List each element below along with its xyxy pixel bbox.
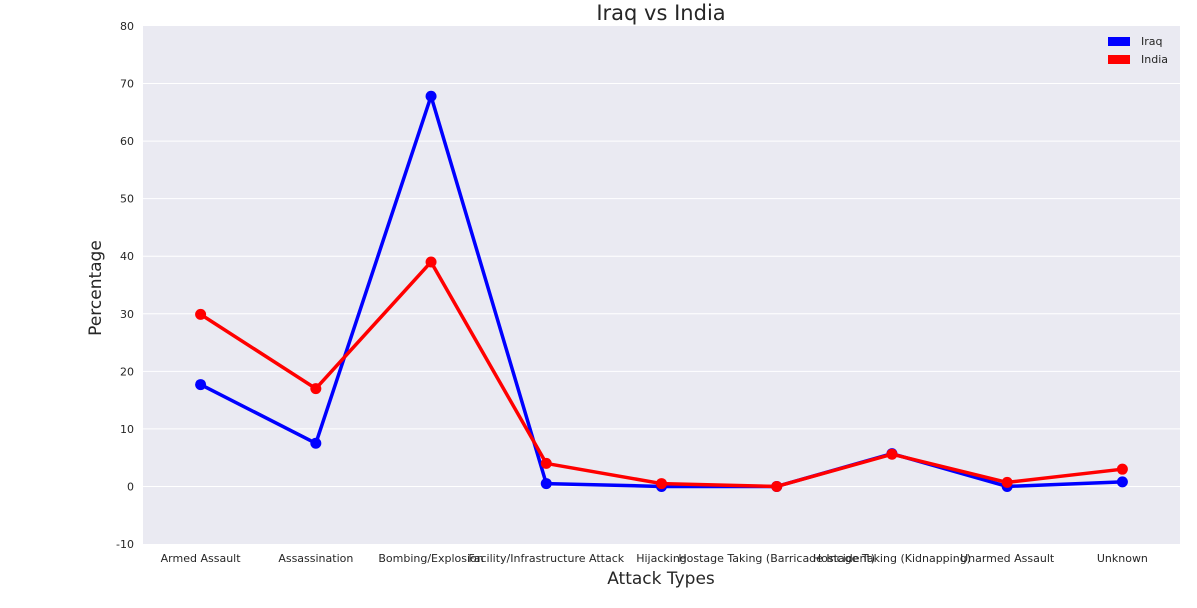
data-point [540, 478, 552, 490]
x-tick-label: Facility/Infrastructure Attack [468, 552, 624, 565]
legend-swatch-india [1108, 55, 1130, 64]
series-layer [195, 90, 1128, 492]
y-tick-label: 20 [120, 365, 134, 378]
x-tick-label: Hostage Taking (Barricade Incident) [678, 552, 875, 565]
y-tick-label: 60 [120, 135, 134, 148]
data-point [886, 448, 898, 460]
x-tick-label: Unarmed Assault [960, 552, 1055, 565]
data-point [771, 480, 783, 492]
legend: Iraq India [1108, 35, 1168, 66]
legend-swatch-iraq [1108, 37, 1130, 46]
data-point [425, 90, 437, 102]
x-tick-labels: Armed Assault Assassination Bombing/Explos… [161, 552, 1148, 565]
y-tick-label: -10 [116, 538, 134, 551]
x-tick-label: Bombing/Explosion [378, 552, 483, 565]
plot-background [143, 26, 1180, 544]
legend-label-iraq: Iraq [1141, 35, 1163, 48]
y-tick-label: 80 [120, 20, 134, 33]
data-point [310, 437, 322, 449]
chart-title: Iraq vs India [596, 1, 725, 25]
y-tick-label: 50 [120, 193, 134, 206]
y-tick-label: 70 [120, 78, 134, 91]
y-axis-title: Percentage [86, 240, 106, 336]
grid-lines [143, 83, 1180, 487]
x-tick-label: Armed Assault [161, 552, 242, 565]
y-tick-labels: -10 0 10 20 30 40 50 60 70 80 [116, 20, 134, 551]
data-point [1001, 476, 1013, 488]
data-point [310, 383, 322, 395]
y-tick-label: 0 [127, 480, 134, 493]
x-tick-label: Hostage Taking (Kidnapping) [813, 552, 971, 565]
data-point [195, 308, 207, 320]
series-india [195, 256, 1128, 492]
y-tick-label: 40 [120, 250, 134, 263]
x-axis-title: Attack Types [607, 569, 715, 589]
x-tick-label: Assassination [278, 552, 353, 565]
data-point [656, 478, 667, 490]
x-tick-label: Hijacking [636, 552, 687, 565]
data-point [540, 457, 552, 469]
legend-label-india: India [1141, 53, 1168, 66]
data-point [425, 256, 437, 268]
x-tick-label: Unknown [1097, 552, 1148, 565]
y-tick-label: 30 [120, 308, 134, 321]
y-tick-label: 10 [120, 423, 134, 436]
data-point [1116, 463, 1128, 475]
data-point [1116, 476, 1128, 488]
data-point [195, 379, 207, 391]
